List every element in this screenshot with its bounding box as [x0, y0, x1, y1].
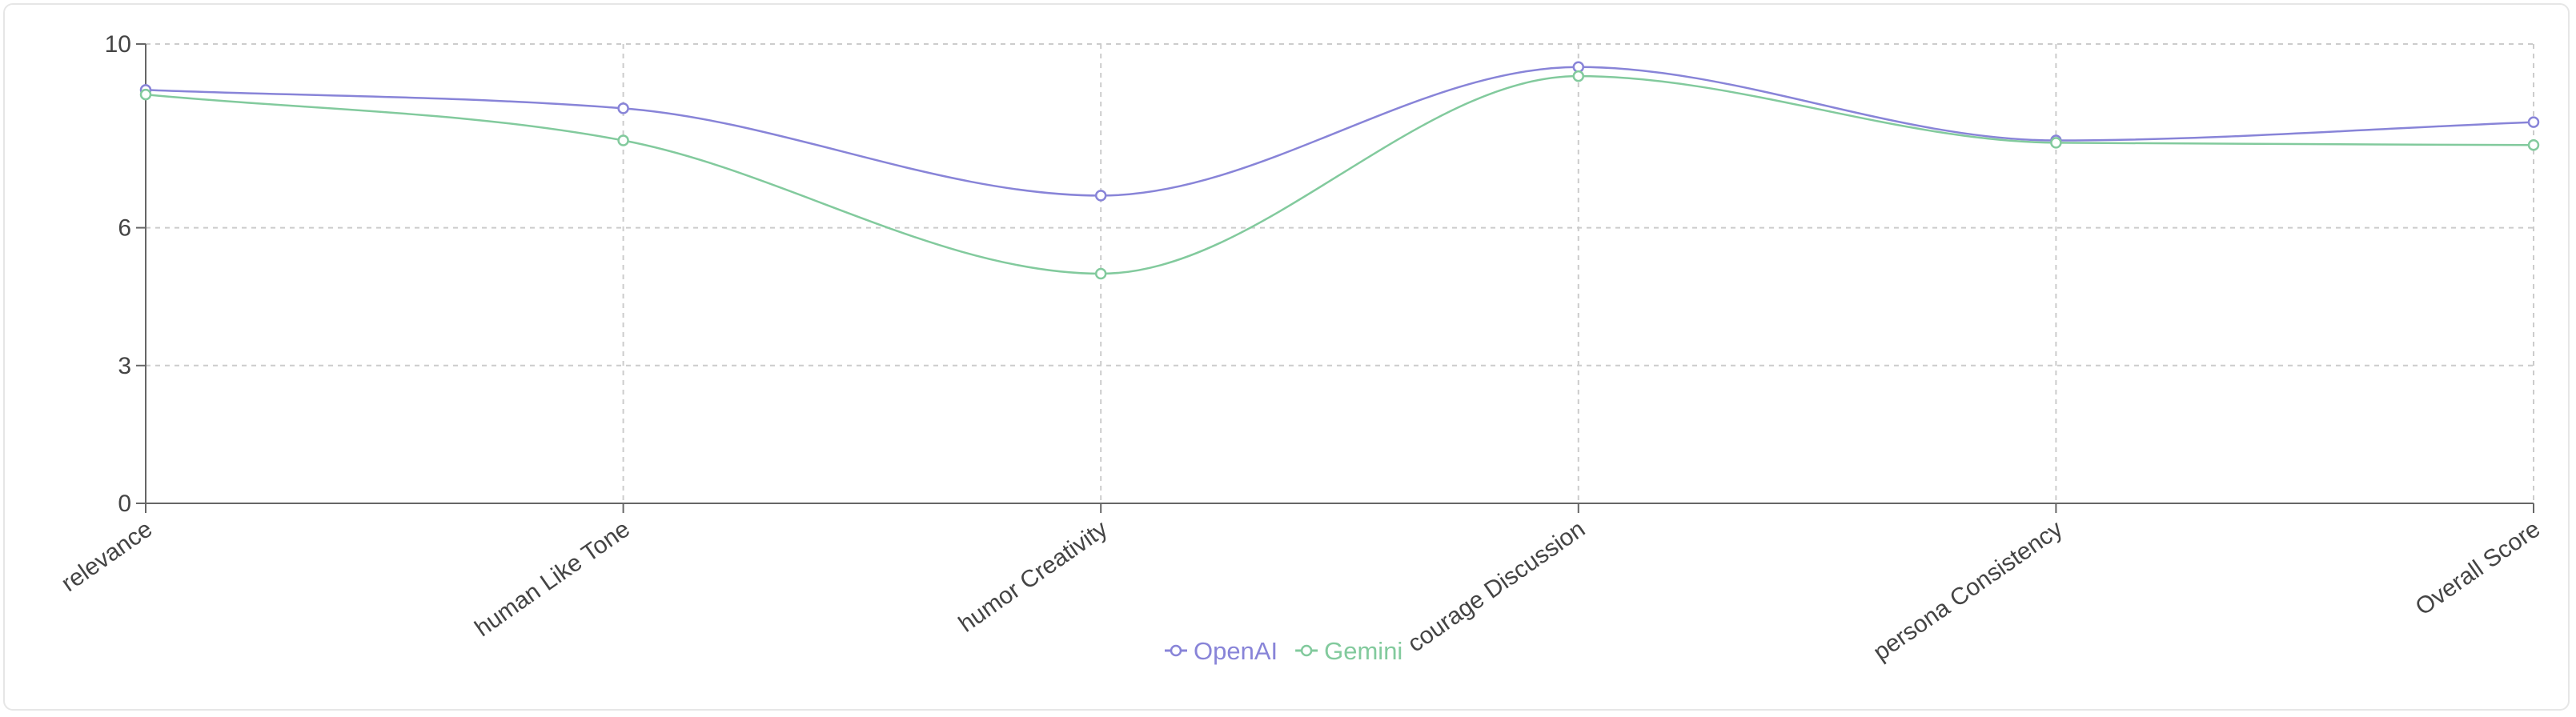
grid-lines	[146, 43, 2534, 503]
series-group	[139, 61, 2540, 280]
x-tick-label: persona Consistency	[1868, 515, 2067, 666]
x-tick-label: human Like Tone	[470, 515, 635, 642]
x-tick-label: humor Creativity	[954, 515, 1113, 637]
data-point-gemini	[1572, 70, 1585, 82]
data-point-gemini	[2050, 137, 2062, 149]
y-tick-label: 10	[105, 31, 131, 58]
data-point-gemini	[617, 134, 629, 146]
x-tick-label: Overall Score	[2411, 515, 2546, 620]
y-tick-label: 3	[118, 353, 131, 379]
x-tick-label: relevance	[57, 515, 157, 597]
data-point-gemini	[1094, 267, 1107, 280]
axes	[145, 44, 2534, 504]
legend-item-gemini[interactable]: Gemini	[1295, 637, 1402, 665]
legend[interactable]: OpenAI Gemini	[1165, 637, 1402, 665]
x-axis-ticks: relevance human Like Tone humor Creativity…	[57, 503, 2545, 666]
y-axis-ticks: 0 3 6 10	[105, 31, 146, 517]
y-tick-label: 0	[118, 491, 131, 517]
legend-item-openai[interactable]: OpenAI	[1165, 637, 1278, 665]
data-point-openai	[1094, 190, 1107, 202]
legend-marker-icon	[1170, 644, 1182, 657]
data-point-gemini	[139, 88, 152, 101]
legend-label: Gemini	[1324, 637, 1402, 665]
series-line-gemini	[145, 74, 2534, 275]
chart-card	[3, 3, 2570, 711]
data-point-openai	[617, 102, 629, 114]
y-tick-label: 6	[118, 215, 131, 242]
data-point-openai	[1572, 61, 1585, 73]
data-point-gemini	[2527, 139, 2540, 151]
data-point-openai	[2527, 116, 2540, 128]
x-tick-label: courage Discussion	[1403, 515, 1590, 657]
legend-label: OpenAI	[1194, 637, 1278, 665]
legend-marker-icon	[1300, 644, 1313, 657]
series-line-openai	[145, 66, 2534, 197]
